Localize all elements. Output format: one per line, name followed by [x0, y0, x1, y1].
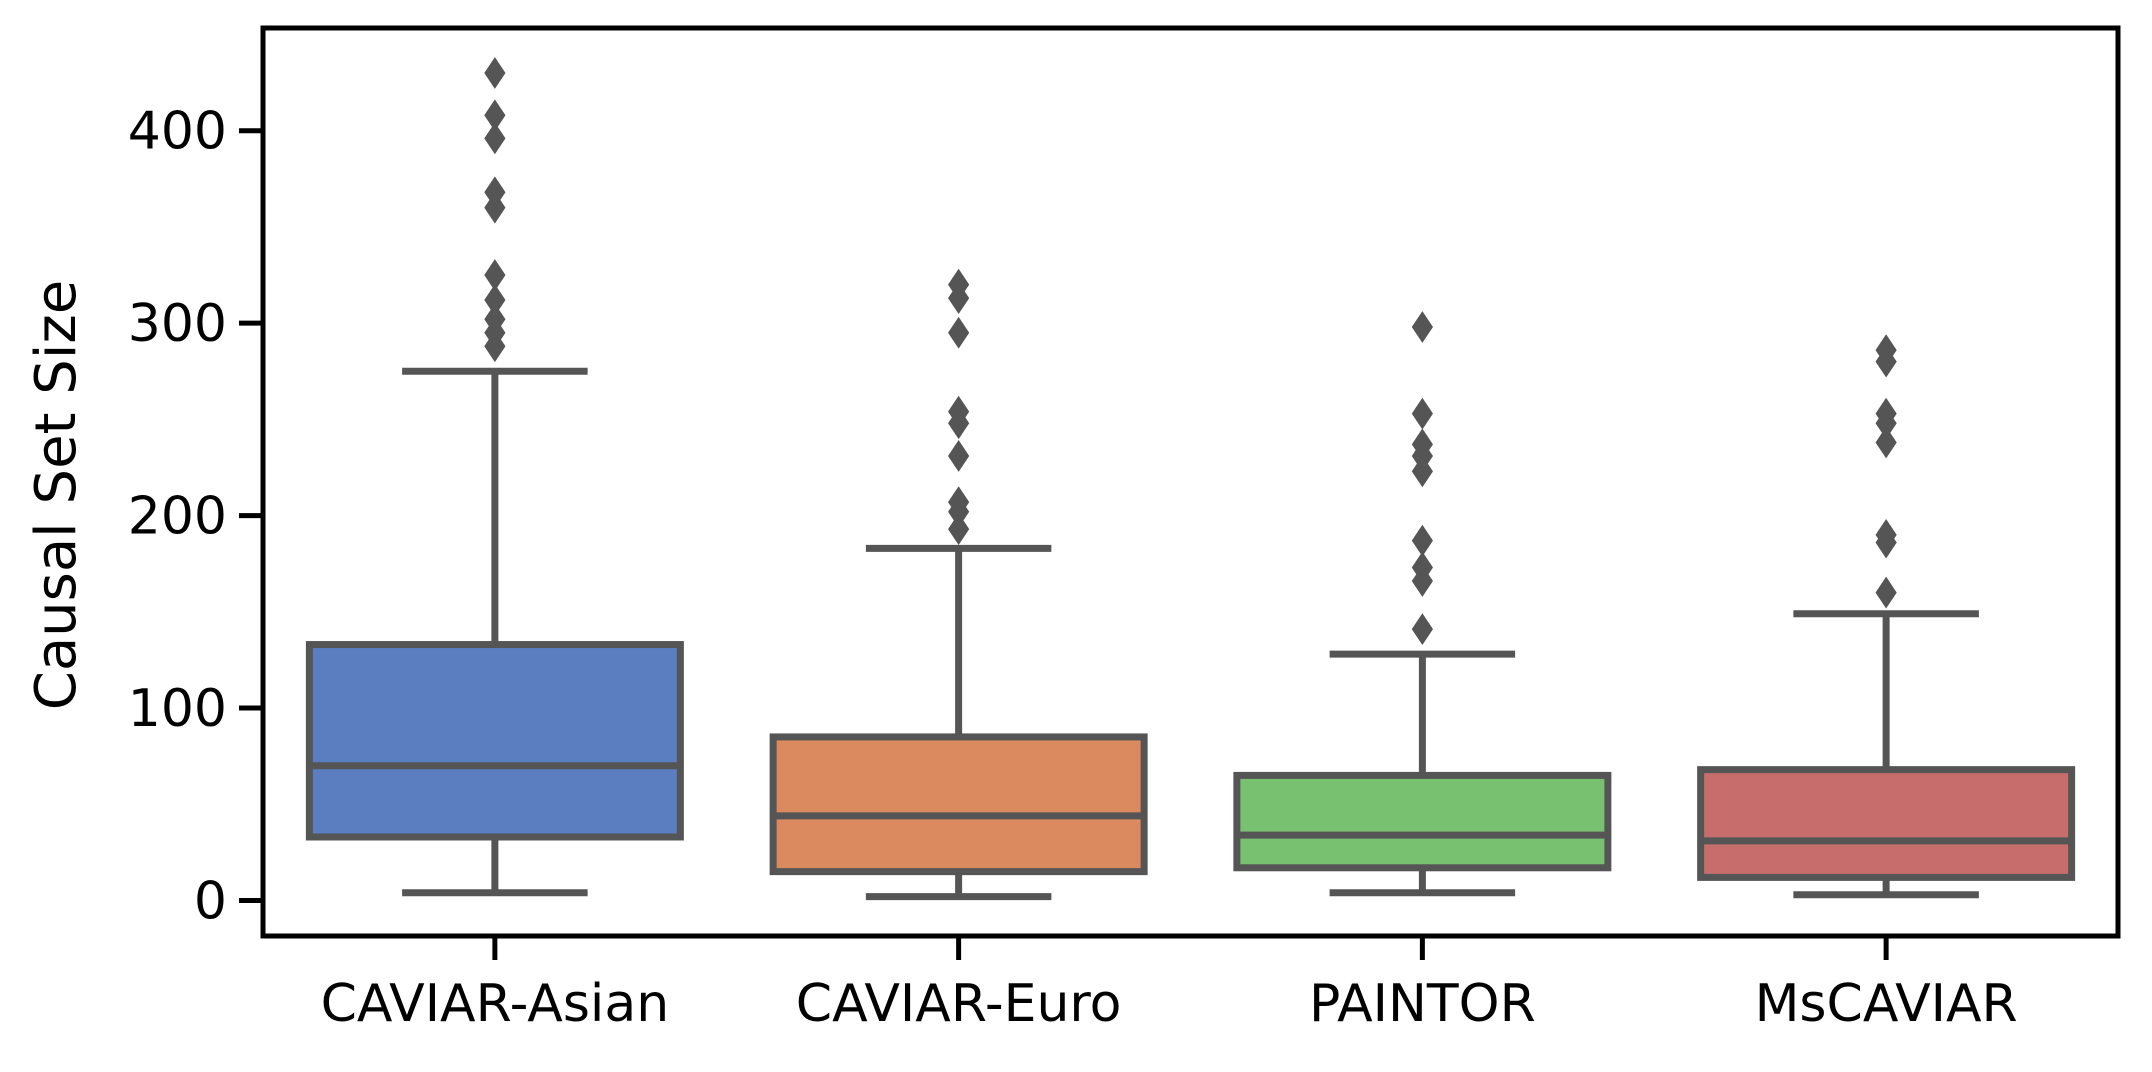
y-tick-label: 100: [128, 679, 227, 739]
outlier-point: [1875, 397, 1897, 430]
box-group-2: [769, 268, 1148, 901]
outlier-point: [1411, 524, 1433, 557]
outlier-point: [484, 259, 506, 291]
box-group-1: [305, 57, 684, 897]
boxes-layer: [305, 57, 2076, 901]
box-group-3: [1233, 311, 1612, 897]
plot-frame: [260, 25, 2121, 939]
outlier-point: [1411, 428, 1433, 461]
x-tick-label: PAINTOR: [1309, 974, 1536, 1034]
y-tick-label: 0: [194, 872, 227, 932]
iqr-box: [305, 641, 684, 841]
outlier-point: [948, 268, 970, 301]
outlier-point: [1875, 426, 1897, 459]
outlier-point: [948, 316, 970, 349]
iqr-box: [1233, 771, 1612, 872]
outlier-point: [948, 395, 970, 428]
outlier-point: [484, 176, 506, 209]
y-tick-label: 300: [128, 294, 227, 354]
outlier-point: [1875, 576, 1897, 609]
outlier-point: [1875, 518, 1897, 551]
outlier-point: [484, 99, 506, 132]
outlier-point: [948, 486, 970, 519]
iqr-box: [769, 733, 1148, 876]
outlier-point: [1875, 334, 1897, 366]
outlier-point: [948, 440, 970, 472]
x-tick-label: MsCAVIAR: [1755, 974, 2018, 1034]
y-tick-label: 200: [128, 487, 227, 547]
x-tick-label: CAVIAR-Euro: [796, 974, 1122, 1034]
outlier-point: [484, 122, 506, 155]
outlier-point: [1411, 551, 1433, 584]
outlier-point: [1411, 397, 1433, 430]
iqr-box: [1697, 766, 2076, 881]
box-group-4: [1697, 334, 2076, 899]
axes-layer: 0 100 200 300 400 CAVIAR-Asian CAVIAR-Euro PAIN…: [128, 25, 2121, 1034]
outlier-point: [1411, 311, 1433, 343]
outlier-point: [484, 303, 506, 336]
outlier-point: [1411, 613, 1433, 646]
x-tick-label: CAVIAR-Asian: [321, 974, 670, 1034]
outlier-point: [948, 513, 970, 545]
outlier-point: [484, 57, 506, 89]
y-axis-title: Causal Set Size: [24, 280, 89, 710]
y-tick-label: 400: [128, 102, 227, 162]
outlier-point: [484, 284, 506, 316]
